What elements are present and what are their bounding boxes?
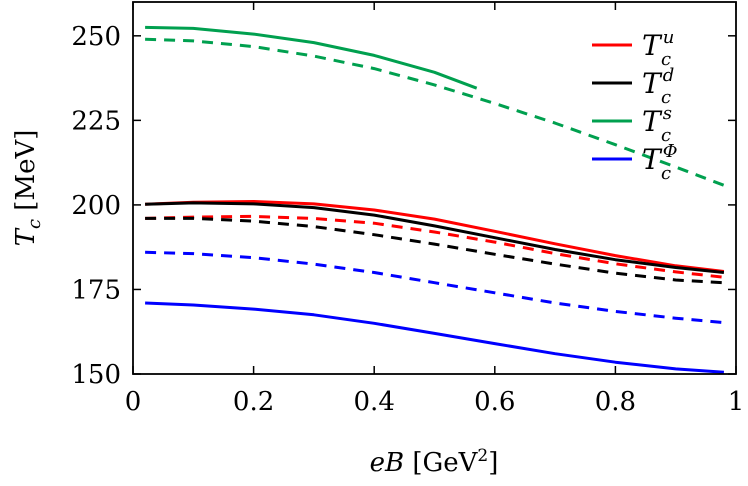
series-line-3 xyxy=(145,301,725,374)
series-layer xyxy=(145,25,725,374)
y-tick-label-0: 150 xyxy=(71,360,121,390)
series-line-5 xyxy=(145,216,724,285)
series-line-1 xyxy=(145,201,725,274)
plot-frame xyxy=(132,1,737,375)
series-line-2 xyxy=(145,25,478,90)
x-axis-label: eB [GeV2] xyxy=(370,446,499,478)
y-tick-label-1: 175 xyxy=(71,275,121,305)
x-axis-label-text: eB [GeV2] xyxy=(370,446,499,478)
series-line-0 xyxy=(145,200,725,273)
series-line-4 xyxy=(145,214,725,279)
x-tick-label-0: 0 xyxy=(125,387,142,417)
y-tick-label-3: 225 xyxy=(71,106,121,136)
x-axis-ticks: 0 0.2 0.4 0.6 0.8 1 xyxy=(125,2,745,417)
x-tick-label-3: 0.6 xyxy=(474,387,515,417)
x-tick-label-5: 1 xyxy=(728,387,745,417)
x-tick-label-4: 0.8 xyxy=(595,387,636,417)
y-tick-label-2: 200 xyxy=(71,191,121,221)
x-tick-label-2: 0.4 xyxy=(354,387,395,417)
series-line-7 xyxy=(145,250,725,325)
y-tick-label-4: 250 xyxy=(71,22,121,52)
x-tick-label-1: 0.2 xyxy=(233,387,274,417)
series-line-6 xyxy=(145,37,725,187)
y-axis-label-text: Tc [MeV] xyxy=(11,130,45,247)
y-axis-label: Tc [MeV] xyxy=(11,130,45,247)
y-axis-ticks: 150 175 200 225 250 xyxy=(71,22,736,390)
